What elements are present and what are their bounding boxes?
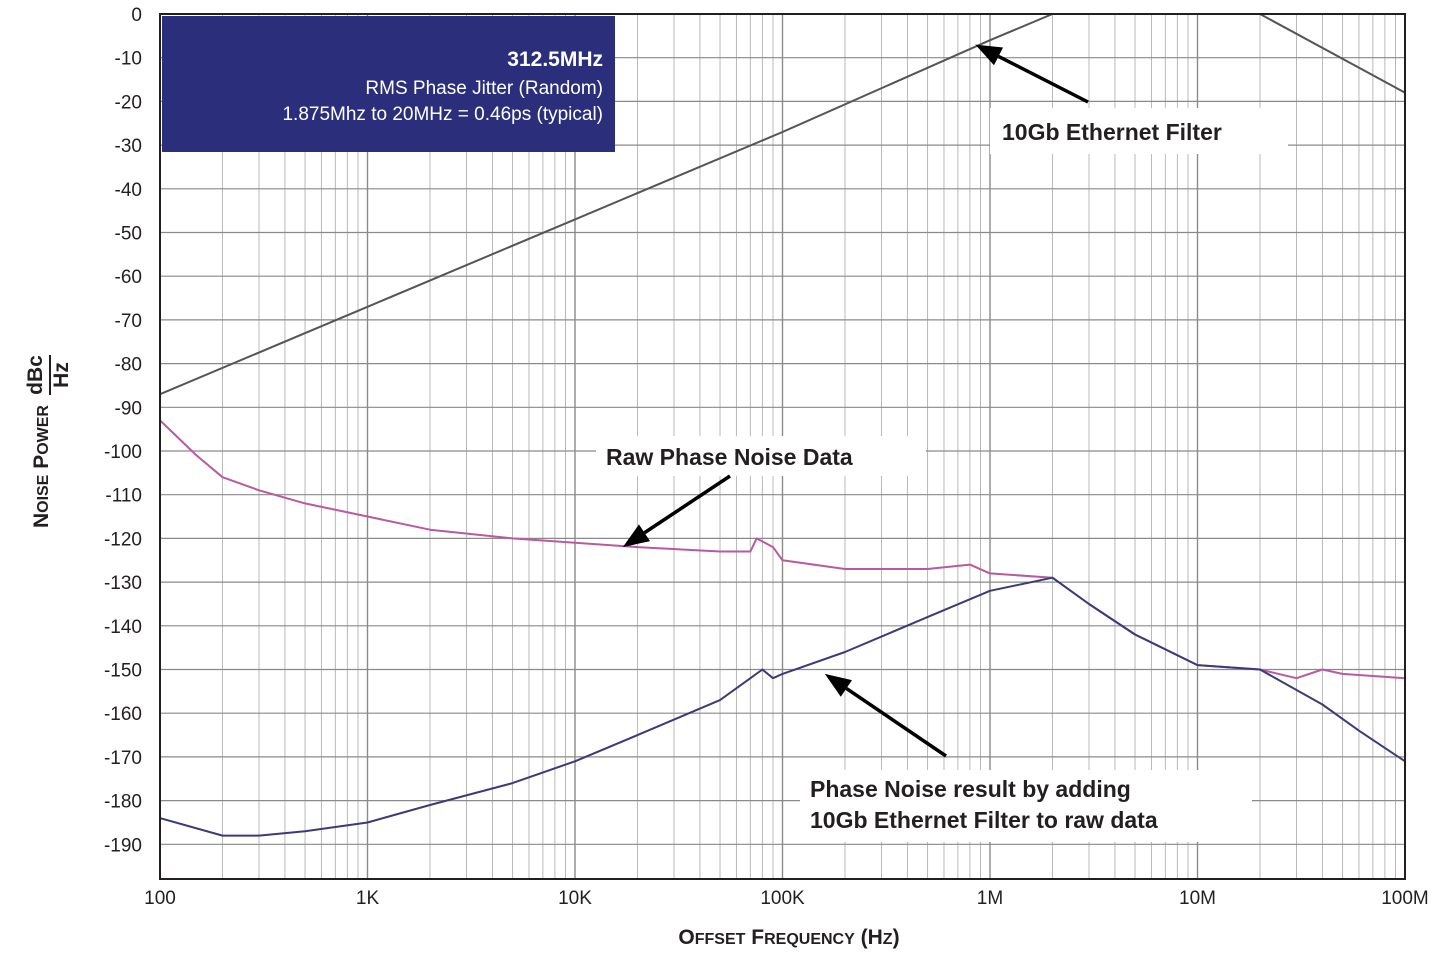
series-line-filtered	[160, 576, 1405, 837]
series-layer	[160, 14, 1405, 837]
y-tick-label: -80	[115, 355, 142, 376]
x-tick-label: 10K	[558, 888, 592, 909]
x-tick-label: 10M	[1179, 888, 1216, 909]
y-tick-label: -180	[104, 792, 142, 813]
y-tick-label: -70	[115, 311, 142, 332]
x-tick-label: 1M	[977, 888, 1003, 909]
info-box-line-1: RMS Phase Jitter (Random)	[365, 78, 603, 99]
x-tick-label: 100	[144, 888, 176, 909]
annotation-label: Phase Noise result by adding	[810, 776, 1131, 802]
y-tick-label: -100	[104, 442, 142, 463]
y-tick-label: 0	[131, 5, 142, 26]
x-tick-label: 1K	[356, 888, 380, 909]
grid	[159, 13, 1405, 879]
info-box: 312.5MHz RMS Phase Jitter (Random) 1.875…	[162, 16, 615, 152]
annotation-label-background	[990, 108, 1288, 154]
x-tick-label: 100K	[760, 888, 805, 909]
y-tick-label: -10	[115, 49, 142, 70]
info-box-background	[162, 16, 615, 152]
y-tick-label: -190	[104, 835, 142, 856]
series-line-filter	[160, 14, 1405, 396]
annotation-arrow-head	[824, 673, 852, 697]
y-tick-label: -110	[105, 486, 142, 507]
y-tick-label: -90	[115, 398, 142, 419]
annotation-arrow-head	[975, 44, 1004, 66]
y-tick-label: -60	[115, 267, 142, 288]
annotation-arrow-shaft	[997, 54, 1089, 104]
y-tick-label: -120	[104, 529, 142, 550]
annotation-arrow-head	[622, 524, 651, 548]
info-box-line-2: 1.875Mhz to 20MHz = 0.46ps (typical)	[282, 104, 603, 125]
y-tick-label: -170	[104, 748, 142, 769]
annotation-label: Raw Phase Noise Data	[606, 444, 853, 470]
y-tick-label: -150	[104, 661, 142, 682]
annotation-label-background	[596, 436, 926, 476]
annotations: 10Gb Ethernet Filter Raw Phase Noise Data…	[596, 44, 1288, 842]
y-axis-label: NOISE POWER dBc Hz	[24, 355, 73, 528]
x-tick-label: 100M	[1381, 888, 1429, 909]
plot-frame	[159, 13, 1406, 880]
y-tick-label: -130	[104, 573, 142, 594]
y-tick-label: -40	[115, 180, 142, 201]
annotation-arrow-shaft	[643, 474, 731, 535]
y-axis-title: NOISE POWER	[30, 405, 53, 528]
annotation-label: 10Gb Ethernet Filter	[1002, 119, 1222, 145]
y-axis-unit-numerator: dBc	[24, 355, 47, 395]
y-tick-label: -20	[115, 92, 142, 113]
y-tick-label: -140	[104, 617, 142, 638]
y-tick-label: -50	[115, 224, 142, 245]
tick-labels: 0 -10 -20 -30 -40 -50 -60 -70 -80 -90 -100 -110 -120…	[104, 5, 1429, 909]
annotation-label-background	[800, 770, 1252, 842]
x-axis-title: OFFSET FREQUENCY (HZ)	[678, 926, 899, 949]
annotation-arrow-shaft	[845, 687, 947, 758]
info-box-title: 312.5MHz	[507, 48, 603, 71]
y-tick-label: -30	[115, 136, 142, 157]
y-axis-unit-denominator: Hz	[50, 362, 73, 388]
y-tick-label: -160	[104, 704, 142, 725]
annotation-label: 10Gb Ethernet Filter to raw data	[810, 807, 1158, 833]
